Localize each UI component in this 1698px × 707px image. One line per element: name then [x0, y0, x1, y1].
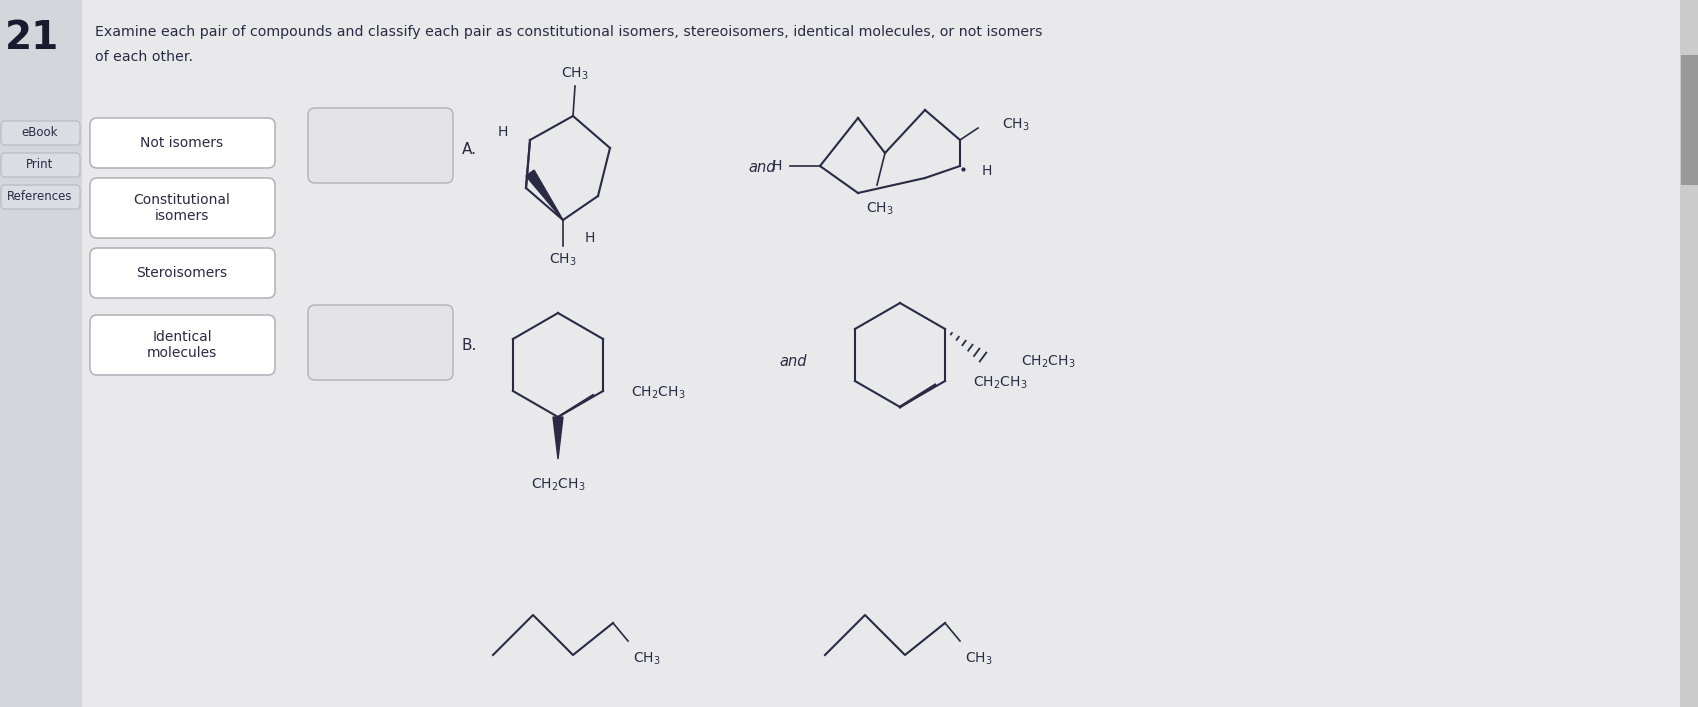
- Text: Not isomers: Not isomers: [141, 136, 224, 150]
- Text: CH$_2$CH$_3$: CH$_2$CH$_3$: [630, 385, 684, 401]
- Text: Examine each pair of compounds and classify each pair as constitutional isomers,: Examine each pair of compounds and class…: [95, 25, 1043, 39]
- Text: H: H: [981, 164, 992, 178]
- Text: H: H: [771, 159, 781, 173]
- Polygon shape: [526, 170, 562, 220]
- Text: and: and: [747, 160, 776, 175]
- Text: H: H: [584, 231, 594, 245]
- Text: Constitutional
isomers: Constitutional isomers: [134, 193, 231, 223]
- Text: CH$_3$: CH$_3$: [1002, 117, 1029, 133]
- Text: and: and: [779, 354, 807, 370]
- Text: CH$_3$: CH$_3$: [548, 252, 577, 268]
- Bar: [1679, 55, 1696, 185]
- FancyBboxPatch shape: [307, 108, 453, 183]
- FancyBboxPatch shape: [90, 248, 275, 298]
- Text: References: References: [7, 190, 73, 204]
- Text: Print: Print: [25, 158, 54, 172]
- Text: CH$_2$CH$_3$: CH$_2$CH$_3$: [530, 477, 584, 493]
- Text: CH$_2$CH$_3$: CH$_2$CH$_3$: [973, 375, 1027, 391]
- FancyBboxPatch shape: [90, 178, 275, 238]
- Bar: [1679, 0, 1698, 707]
- Bar: [0, 0, 82, 707]
- FancyBboxPatch shape: [90, 315, 275, 375]
- Text: CH$_3$: CH$_3$: [560, 66, 589, 82]
- Text: CH$_3$: CH$_3$: [964, 651, 992, 667]
- Text: A.: A.: [462, 143, 477, 158]
- Text: ▾: ▾: [1684, 679, 1691, 693]
- FancyBboxPatch shape: [2, 153, 80, 177]
- FancyBboxPatch shape: [2, 121, 80, 145]
- Text: CH$_2$CH$_3$: CH$_2$CH$_3$: [1020, 354, 1075, 370]
- FancyBboxPatch shape: [2, 185, 80, 209]
- Text: H: H: [498, 125, 508, 139]
- Polygon shape: [552, 417, 562, 459]
- Text: 21: 21: [5, 19, 59, 57]
- Text: CH$_3$: CH$_3$: [633, 651, 661, 667]
- Text: eBook: eBook: [22, 127, 58, 139]
- FancyBboxPatch shape: [90, 118, 275, 168]
- Text: B.: B.: [462, 337, 477, 353]
- Text: Identical
molecules: Identical molecules: [146, 330, 217, 360]
- Text: Steroisomers: Steroisomers: [136, 266, 228, 280]
- Text: of each other.: of each other.: [95, 50, 194, 64]
- Text: CH$_3$: CH$_3$: [866, 201, 893, 217]
- FancyBboxPatch shape: [307, 305, 453, 380]
